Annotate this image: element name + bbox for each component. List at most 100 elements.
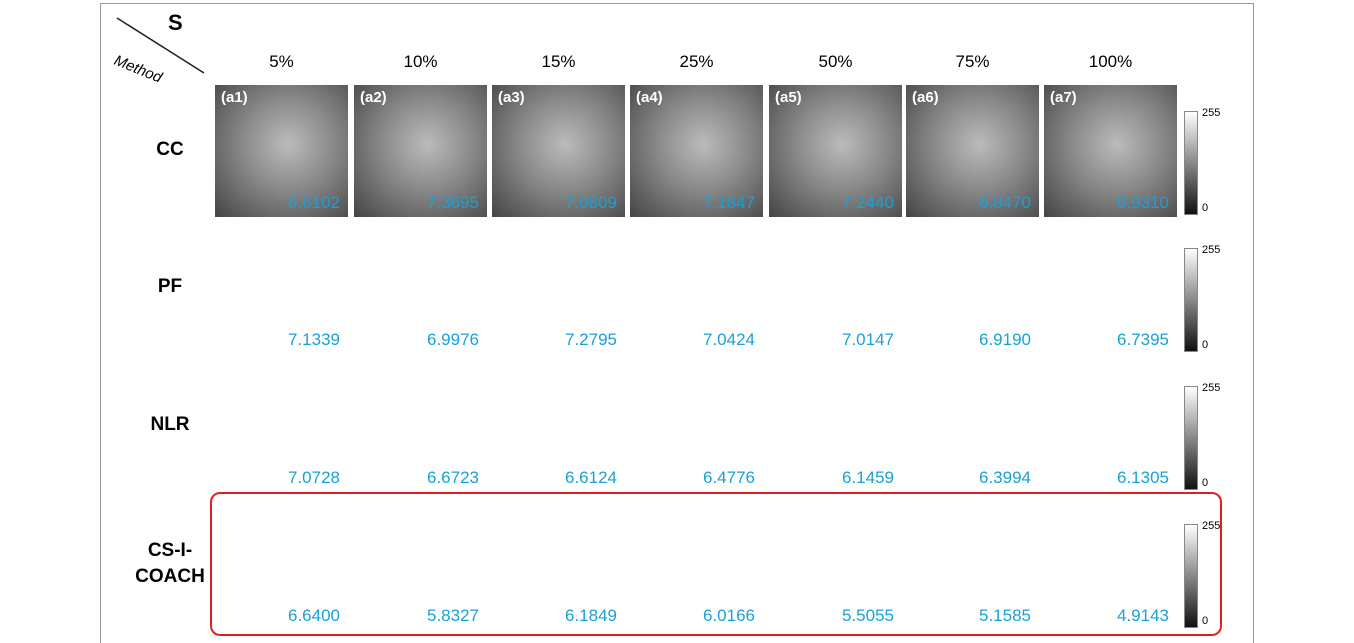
panel-value: 5.5055: [842, 606, 894, 626]
image-panel: (a7) 6.9310: [1044, 85, 1177, 217]
panel-label: (b1): [221, 226, 249, 243]
figure: S Method 5%10%15%25%50%75%100%CC(a1)6.61…: [0, 0, 1354, 641]
panel-label: (b7): [1050, 226, 1078, 243]
image-panel: (a5)7.2440: [769, 85, 902, 217]
column-header: 50%: [769, 52, 902, 72]
panel-value: 4.9143: [1117, 606, 1169, 626]
row-label: CS-I-COACH: [120, 538, 220, 590]
row-label: CC: [120, 137, 220, 163]
panel-value: 6.0166: [703, 606, 755, 626]
panel-label: (a3): [498, 89, 525, 106]
panel-value: 7.0728: [288, 468, 340, 488]
column-header: 100%: [1044, 52, 1177, 72]
panel-value: 6.6124: [565, 468, 617, 488]
colorbar-min: 0: [1202, 477, 1208, 489]
panel-value: 6.3994: [979, 468, 1031, 488]
panel-label: (b6): [912, 226, 940, 243]
column-header: 5%: [215, 52, 348, 72]
panel-value: 6.7395: [1117, 330, 1169, 350]
panel-value: 7.0809: [565, 193, 617, 213]
image-panel: (c1) 7.0728: [215, 360, 348, 492]
image-panel: (c3) 6.6124: [492, 360, 625, 492]
panel-value: 6.8470: [979, 193, 1031, 213]
panel-value: 7.1339: [288, 330, 340, 350]
image-panel: (d4) 6.0166: [630, 498, 763, 630]
panel-label: (d7): [1050, 502, 1078, 519]
image-panel: (b6)6.9190: [906, 222, 1039, 354]
image-panel: (b3) 7.2795: [492, 222, 625, 354]
image-panel: (d3) 6.1849: [492, 498, 625, 630]
panel-label: (a1): [221, 89, 248, 106]
image-panel: (d2) 5.8327: [354, 498, 487, 630]
image-panel: (b7) 6.7395: [1044, 222, 1177, 354]
colorbar-min: 0: [1202, 615, 1208, 627]
panel-label: (d3): [498, 502, 526, 519]
row-label: NLR: [120, 412, 220, 438]
panel-label: (b2): [360, 226, 388, 243]
panel-label: (a4): [636, 89, 663, 106]
panel-label: (a2): [360, 89, 387, 106]
image-panel: (c5) 6.1459: [769, 360, 902, 492]
panel-label: (a6): [912, 89, 939, 106]
panel-value: 5.8327: [427, 606, 479, 626]
row-label: PF: [120, 274, 220, 300]
panel-label: (c5): [775, 364, 802, 381]
panel-value: 7.1847: [703, 193, 755, 213]
image-panel: (a2) 7.3695: [354, 85, 487, 217]
image-panel: (a6) 6.8470: [906, 85, 1039, 217]
panel-label: (d5): [775, 502, 803, 519]
colorbar-max: 255: [1202, 520, 1220, 532]
panel-label: (b3): [498, 226, 526, 243]
panel-label: (d1): [221, 502, 249, 519]
panel-value: 6.9310: [1117, 193, 1169, 213]
image-panel: (b1) 7.1339: [215, 222, 348, 354]
panel-label: (c4): [636, 364, 663, 381]
colorbar-max: 255: [1202, 382, 1220, 394]
panel-label: (a7): [1050, 89, 1077, 106]
panel-value: 7.2795: [565, 330, 617, 350]
panel-label: (c3): [498, 364, 525, 381]
panel-label: (b4): [636, 226, 664, 243]
image-panel: (d5) 5.5055: [769, 498, 902, 630]
colorbar-min: 0: [1202, 339, 1208, 351]
image-panel: (b4) 7.0424: [630, 222, 763, 354]
image-panel: (c2)6.6723: [354, 360, 487, 492]
image-panel: (d7) 4.9143: [1044, 498, 1177, 630]
panel-value: 7.0424: [703, 330, 755, 350]
panel-label: (b5): [775, 226, 803, 243]
image-panel: (a4) 7.1847: [630, 85, 763, 217]
panel-value: 6.1459: [842, 468, 894, 488]
image-panel: (c4) 6.4776: [630, 360, 763, 492]
panel-value: 5.1585: [979, 606, 1031, 626]
panel-label: (c1): [221, 364, 248, 381]
colorbar-max: 255: [1202, 107, 1220, 119]
panel-label: (c2): [360, 364, 387, 381]
colorbar: [1184, 386, 1198, 490]
colorbar: [1184, 111, 1198, 215]
column-header: 10%: [354, 52, 487, 72]
panel-label: (d4): [636, 502, 664, 519]
column-header: 15%: [492, 52, 625, 72]
panel-label: (d2): [360, 502, 388, 519]
image-panel: (d6) 5.1585: [906, 498, 1039, 630]
panel-value: 6.9976: [427, 330, 479, 350]
panel-label: (c7): [1050, 364, 1077, 381]
column-header: 25%: [630, 52, 763, 72]
colorbar: [1184, 248, 1198, 352]
panel-value: 7.3695: [427, 193, 479, 213]
panel-label: (d6): [912, 502, 940, 519]
image-panel: (a1)6.6102: [215, 85, 348, 217]
image-panel: (b5) 7.0147: [769, 222, 902, 354]
colorbar-min: 0: [1202, 202, 1208, 214]
panel-value: 6.1849: [565, 606, 617, 626]
panel-value: 6.6400: [288, 606, 340, 626]
colorbar: [1184, 524, 1198, 628]
image-panel: (a3) 7.0809: [492, 85, 625, 217]
panel-value: 6.4776: [703, 468, 755, 488]
image-panel: (c6) 6.3994: [906, 360, 1039, 492]
column-header: 75%: [906, 52, 1039, 72]
panel-label: (c6): [912, 364, 939, 381]
corner-top: S: [168, 10, 183, 36]
panel-value: 7.0147: [842, 330, 894, 350]
image-panel: (c7)6.1305: [1044, 360, 1177, 492]
